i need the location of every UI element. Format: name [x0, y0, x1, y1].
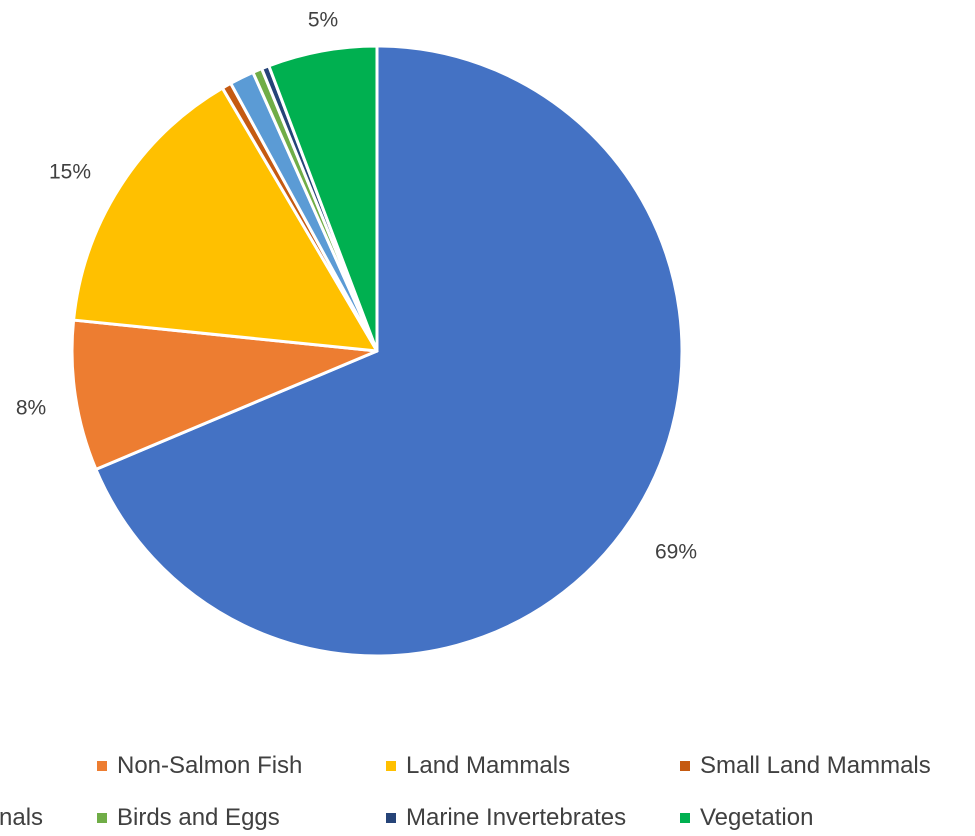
pie-slices [70, 44, 684, 658]
pie-slice-land-mammals [72, 86, 379, 353]
pie-data-labels: 69% 8% 15% 5% [16, 9, 697, 564]
pie-slice-vegetation [267, 44, 379, 353]
pie-slice-salmon [94, 44, 684, 658]
data-label-land-mammals: 15% [49, 161, 91, 184]
data-label-non-salmon-fish: 8% [16, 397, 46, 420]
data-label-salmon: 69% [655, 541, 697, 564]
data-label-vegetation: 5% [308, 9, 338, 32]
pie-slice-non-salmon-fish [70, 318, 379, 471]
